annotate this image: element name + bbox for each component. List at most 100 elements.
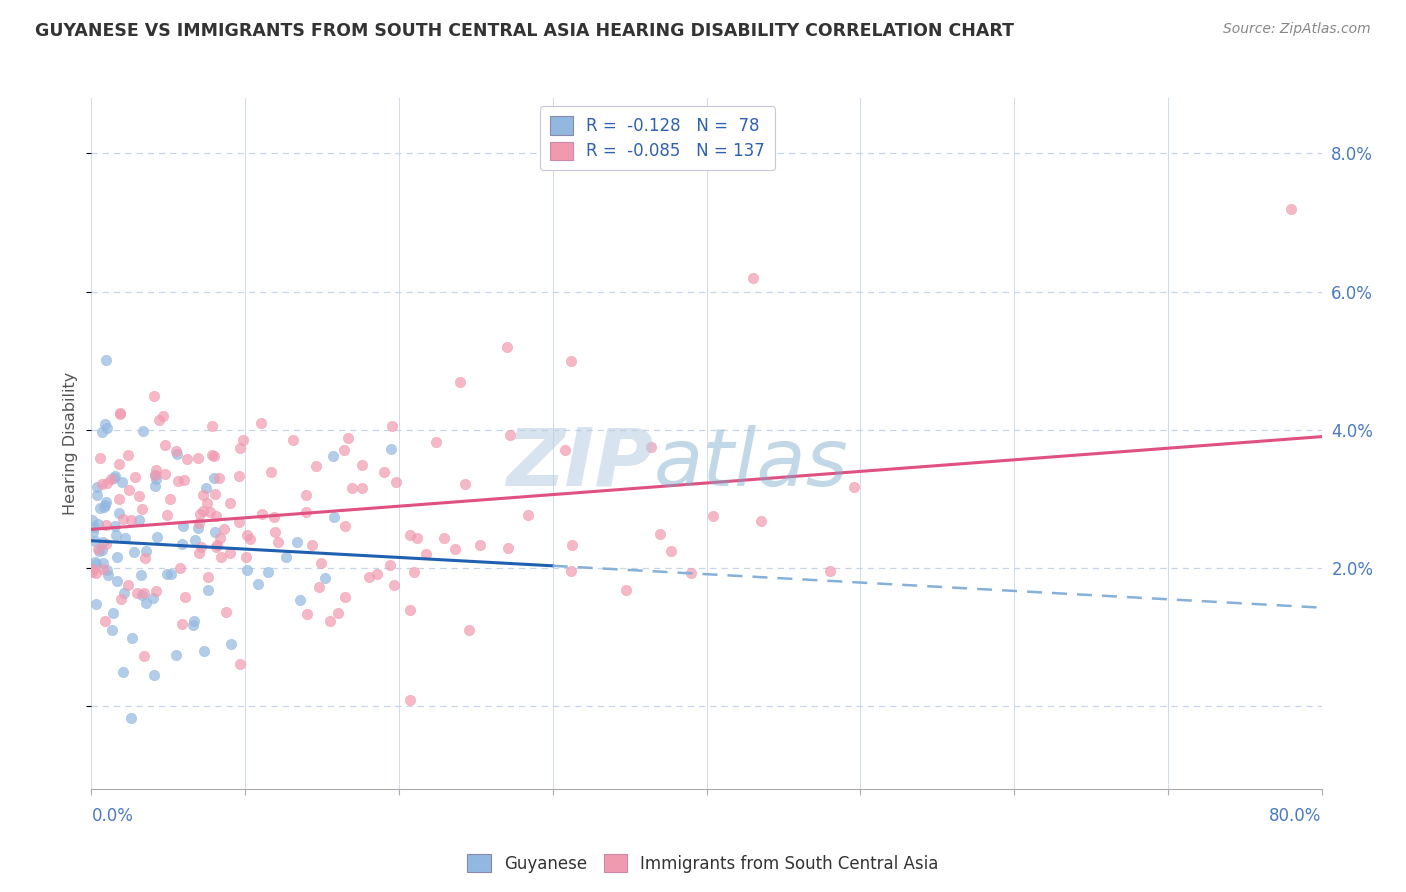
- Point: [406, 531, 429, 545]
- Point: [91, 556, 114, 570]
- Point: [86, 566, 108, 580]
- Point: [87, 542, 110, 557]
- Point: [187, 450, 209, 465]
- Point: [1279, 202, 1302, 216]
- Point: [152, 409, 174, 423]
- Point: [844, 479, 866, 493]
- Point: [202, 450, 225, 464]
- Point: [204, 540, 226, 554]
- Point: [91, 562, 114, 576]
- Point: [219, 546, 242, 560]
- Point: [160, 566, 183, 581]
- Point: [94, 498, 117, 512]
- Point: [301, 539, 323, 553]
- Text: GUYANESE VS IMMIGRANTS FROM SOUTH CENTRAL ASIA HEARING DISABILITY CORRELATION CH: GUYANESE VS IMMIGRANTS FROM SOUTH CENTRA…: [35, 22, 1014, 40]
- Point: [159, 491, 181, 506]
- Point: [197, 583, 219, 598]
- Point: [86, 488, 108, 502]
- Point: [228, 516, 250, 530]
- Point: [87, 544, 110, 558]
- Point: [96, 421, 118, 435]
- Point: [236, 528, 259, 542]
- Text: atlas: atlas: [654, 425, 849, 503]
- Point: [121, 631, 143, 645]
- Point: [352, 458, 374, 472]
- Point: [96, 563, 118, 577]
- Point: [96, 353, 118, 368]
- Point: [94, 614, 117, 628]
- Point: [285, 535, 308, 549]
- Point: [267, 534, 290, 549]
- Point: [232, 433, 254, 447]
- Point: [328, 606, 350, 620]
- Point: [204, 509, 226, 524]
- Point: [305, 458, 328, 473]
- Point: [104, 519, 127, 533]
- Point: [96, 517, 118, 532]
- Point: [281, 433, 304, 447]
- Point: [640, 440, 662, 454]
- Point: [228, 469, 250, 483]
- Point: [93, 500, 115, 515]
- Point: [94, 495, 117, 509]
- Point: [309, 556, 332, 570]
- Point: [702, 508, 724, 523]
- Point: [145, 462, 167, 476]
- Point: [110, 591, 132, 606]
- Point: [165, 443, 187, 458]
- Point: [107, 457, 129, 471]
- Point: [333, 443, 356, 458]
- Point: [143, 668, 166, 682]
- Point: [751, 514, 773, 528]
- Point: [156, 508, 179, 523]
- Point: [94, 417, 117, 431]
- Point: [399, 692, 422, 706]
- Point: [183, 533, 205, 548]
- Point: [131, 568, 153, 582]
- Point: [132, 425, 155, 439]
- Point: [470, 538, 492, 552]
- Point: [202, 471, 225, 485]
- Point: [357, 570, 380, 584]
- Point: [219, 496, 242, 510]
- Point: [90, 543, 112, 558]
- Point: [350, 481, 373, 495]
- Text: ZIP: ZIP: [506, 425, 654, 503]
- Point: [83, 555, 105, 569]
- Point: [117, 448, 139, 462]
- Point: [101, 623, 124, 637]
- Point: [499, 428, 522, 442]
- Point: [84, 558, 107, 572]
- Point: [145, 472, 167, 486]
- Y-axis label: Hearing Disability: Hearing Disability: [63, 372, 79, 516]
- Point: [335, 590, 357, 604]
- Point: [380, 442, 402, 457]
- Point: [398, 528, 420, 542]
- Point: [148, 413, 170, 427]
- Point: [117, 578, 139, 592]
- Point: [187, 546, 209, 560]
- Point: [91, 535, 114, 549]
- Point: [228, 441, 250, 455]
- Point: [561, 538, 583, 552]
- Point: [229, 657, 252, 671]
- Point: [201, 449, 224, 463]
- Point: [373, 466, 395, 480]
- Point: [96, 476, 118, 491]
- Point: [173, 474, 195, 488]
- Point: [112, 512, 135, 526]
- Point: [402, 566, 425, 580]
- Text: Source: ZipAtlas.com: Source: ZipAtlas.com: [1223, 22, 1371, 37]
- Point: [83, 533, 105, 548]
- Point: [197, 570, 219, 584]
- Point: [449, 376, 471, 390]
- Point: [173, 590, 195, 604]
- Point: [260, 465, 283, 479]
- Point: [89, 451, 111, 466]
- Point: [200, 505, 222, 519]
- Point: [246, 577, 269, 591]
- Point: [208, 471, 231, 485]
- Point: [318, 614, 340, 628]
- Point: [124, 470, 146, 484]
- Point: [204, 486, 226, 500]
